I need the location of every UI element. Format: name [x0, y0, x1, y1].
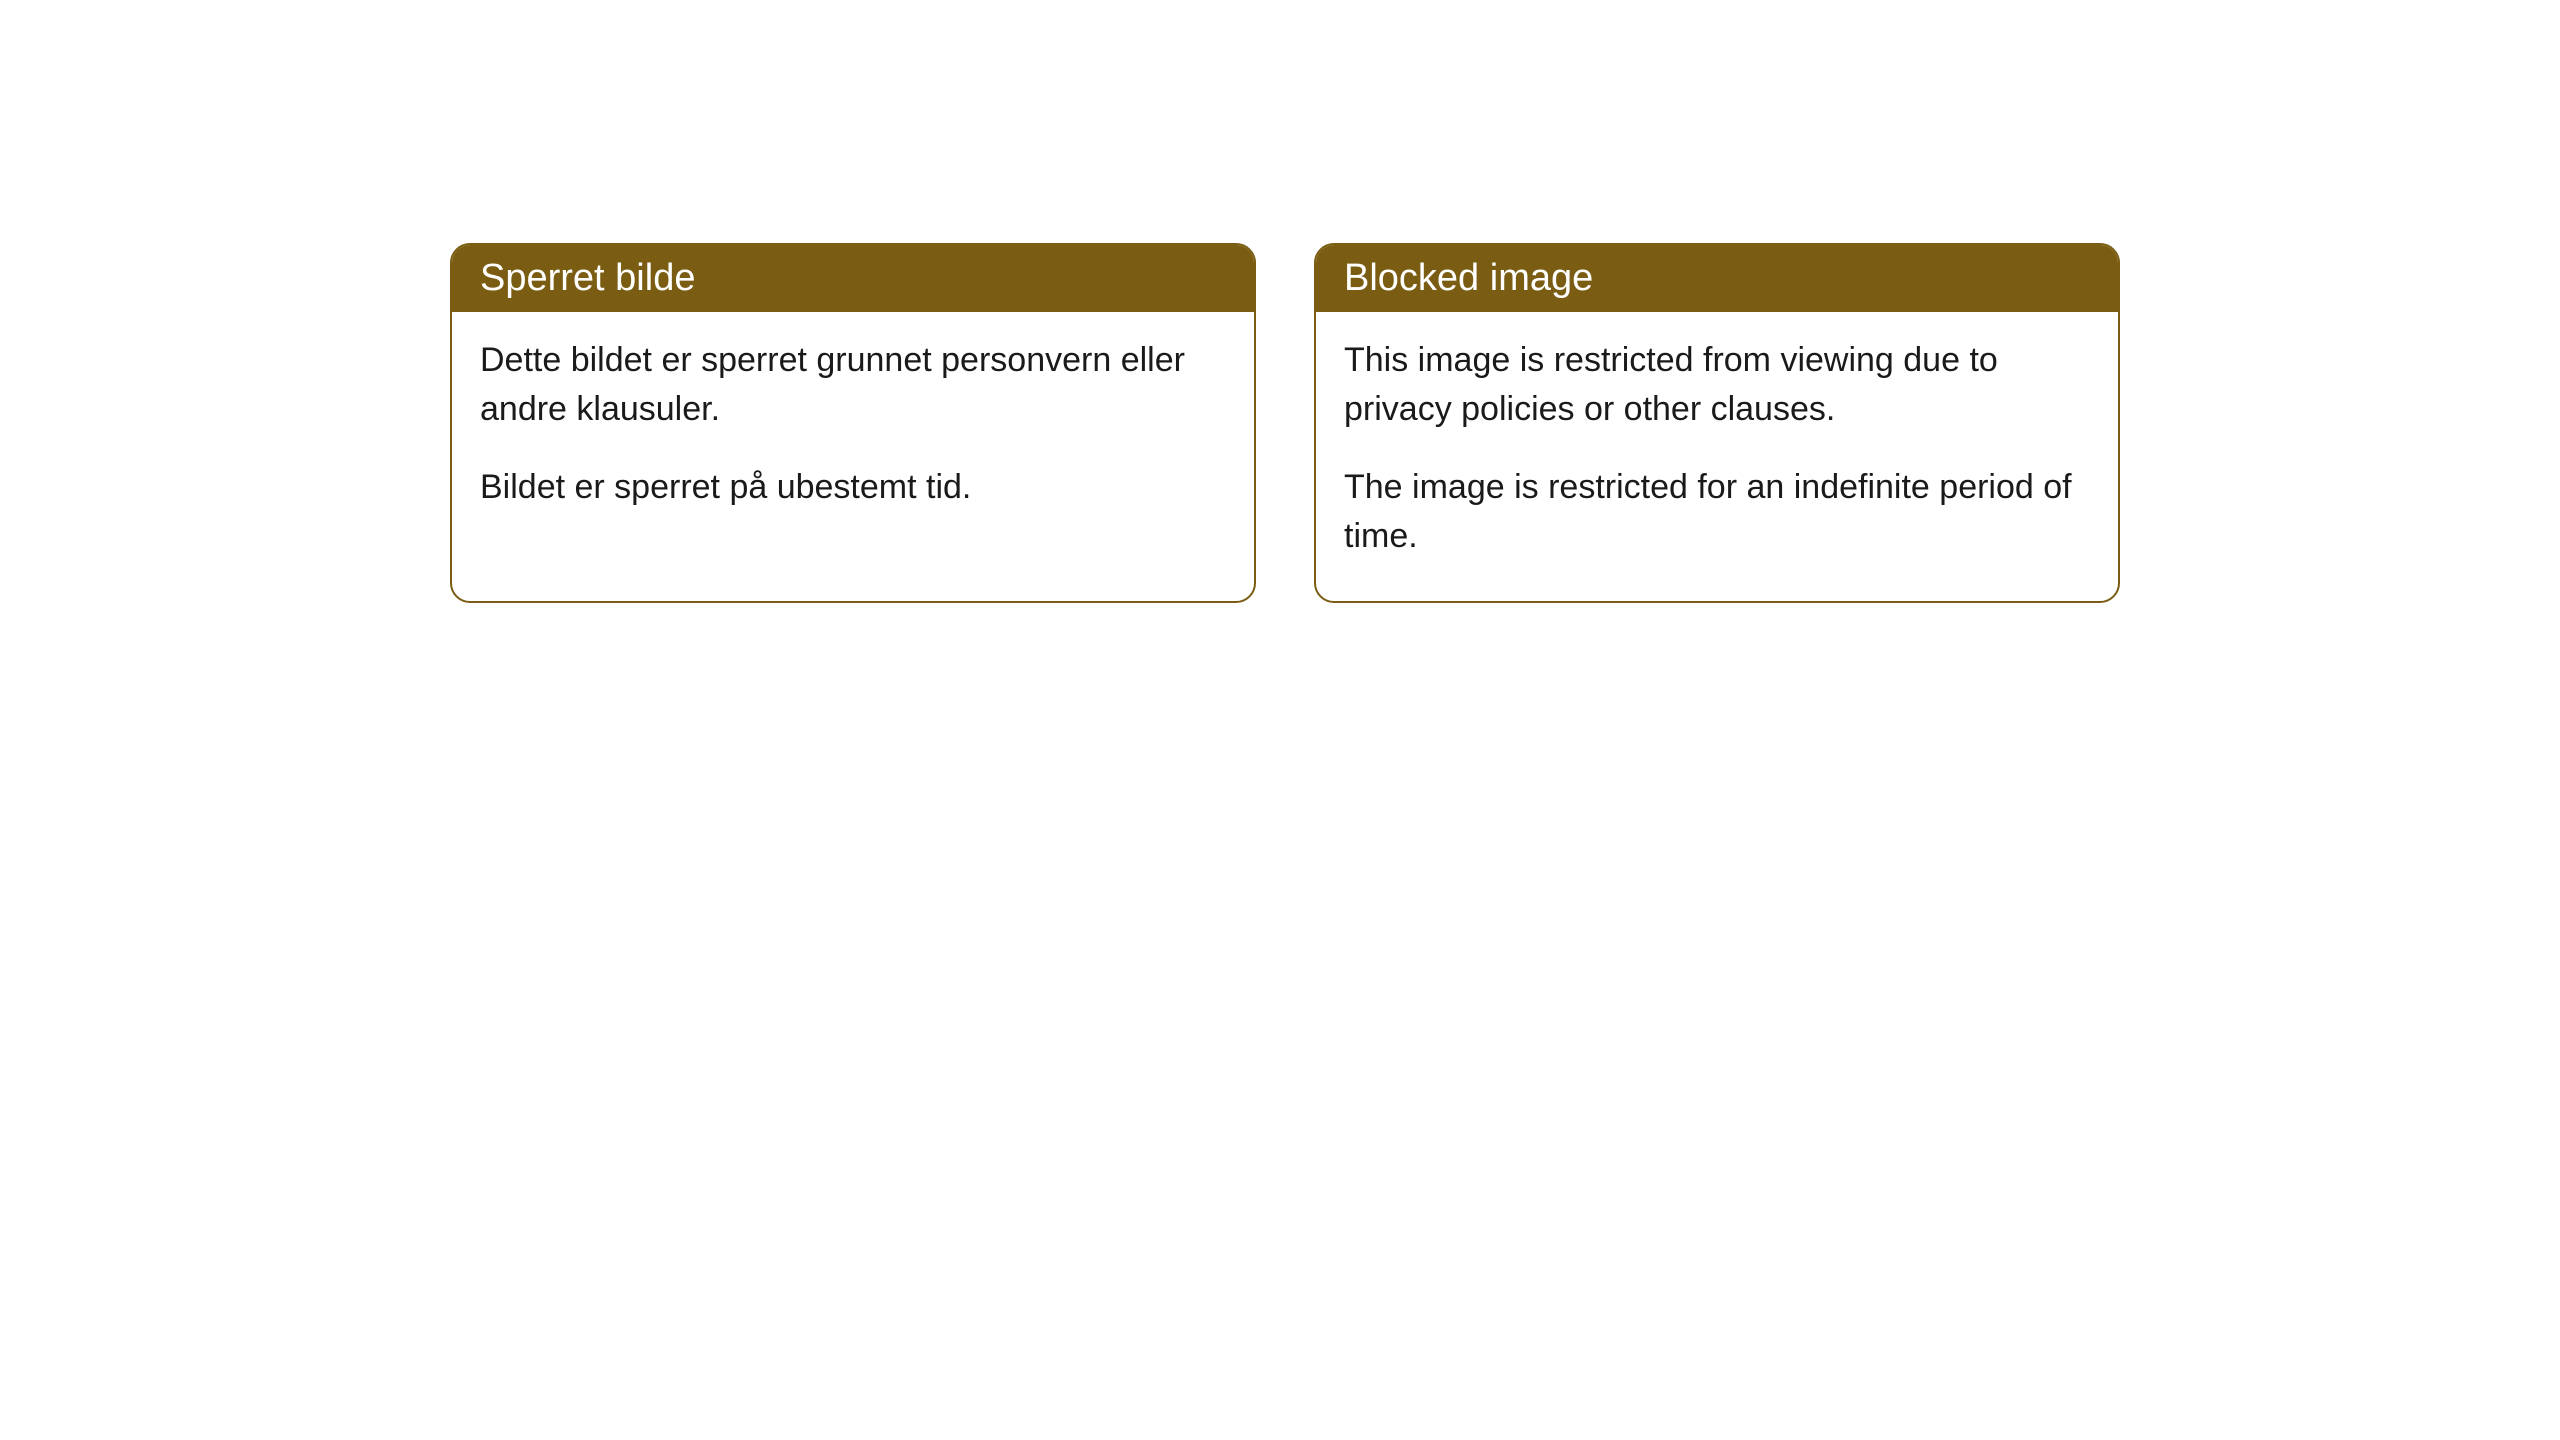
card-header-no: Sperret bilde [452, 245, 1254, 312]
card-paragraph-no-2: Bildet er sperret på ubestemt tid. [480, 463, 1226, 512]
card-body-no: Dette bildet er sperret grunnet personve… [452, 312, 1254, 552]
card-paragraph-no-1: Dette bildet er sperret grunnet personve… [480, 336, 1226, 435]
card-paragraph-en-1: This image is restricted from viewing du… [1344, 336, 2090, 435]
blocked-image-card-no: Sperret bilde Dette bildet er sperret gr… [450, 243, 1256, 603]
card-header-en: Blocked image [1316, 245, 2118, 312]
card-paragraph-en-2: The image is restricted for an indefinit… [1344, 463, 2090, 562]
card-body-en: This image is restricted from viewing du… [1316, 312, 2118, 601]
notice-container: Sperret bilde Dette bildet er sperret gr… [450, 243, 2120, 603]
blocked-image-card-en: Blocked image This image is restricted f… [1314, 243, 2120, 603]
card-title-no: Sperret bilde [480, 257, 695, 299]
card-title-en: Blocked image [1344, 257, 1593, 299]
